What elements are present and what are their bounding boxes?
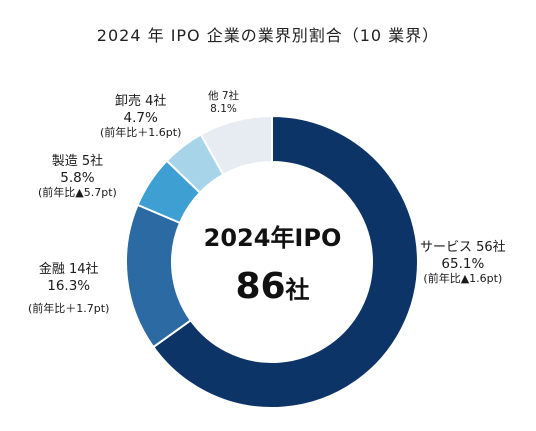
slice-label-finance: 金融 14社 16.3% (前年比＋1.7pt) <box>28 262 109 315</box>
slice-percent: 8.1% <box>210 102 237 115</box>
center-count: 86社 <box>170 266 375 307</box>
slice-change: (前年比▲1.6pt) <box>423 271 503 285</box>
slice-name: サービス 56社 <box>420 240 506 255</box>
donut-slice-other <box>199 114 273 177</box>
slice-label-wholesale: 卸売 4社 4.7% (前年比＋1.6pt) <box>100 94 181 139</box>
slice-percent: 65.1% <box>441 255 485 272</box>
slice-change: (前年比＋1.6pt) <box>100 125 182 139</box>
slice-change: (前年比＋1.7pt) <box>28 301 110 315</box>
slice-name: 卸売 4社 <box>114 94 167 109</box>
slice-percent: 16.3% <box>47 277 91 294</box>
slice-percent: 4.7% <box>123 109 158 126</box>
donut-slice-service <box>151 114 419 409</box>
center-count-unit: 社 <box>285 276 310 304</box>
slice-label-other: 他 7社 8.1% <box>208 90 239 115</box>
slice-percent: 5.8% <box>60 169 95 186</box>
slice-change: (前年比▲5.7pt) <box>38 185 117 199</box>
slice-name: 製造 5社 <box>51 154 104 169</box>
slice-name: 他 7社 <box>208 90 240 102</box>
slice-label-service: サービス 56社 65.1% (前年比▲1.6pt) <box>420 240 506 285</box>
slice-label-manufacturing: 製造 5社 5.8% (前年比▲5.7pt) <box>38 154 117 199</box>
center-count-value: 86 <box>235 266 286 307</box>
center-title: 2024年IPO <box>203 224 342 252</box>
slice-name: 金融 14社 <box>38 262 99 277</box>
chart-title: 2024 年 IPO 企業の業界別割合（10 業界） <box>96 26 440 45</box>
